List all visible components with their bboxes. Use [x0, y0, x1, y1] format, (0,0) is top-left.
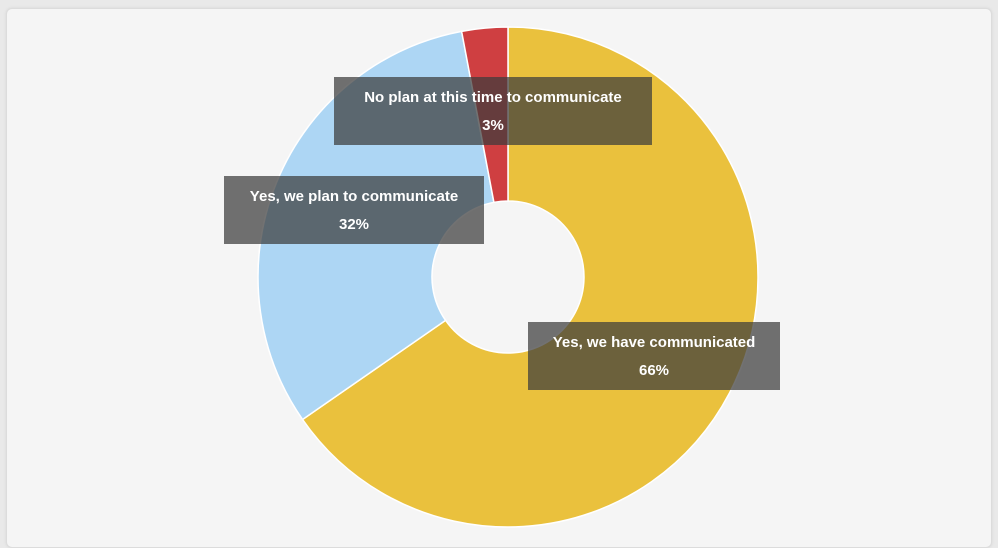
data-label-yes-we-have-communicated: Yes, we have communicated 66% — [528, 322, 780, 390]
data-label-value: 66% — [639, 362, 669, 379]
data-label-box — [528, 322, 780, 390]
data-label-category: Yes, we have communicated — [553, 334, 756, 351]
data-label-box — [334, 77, 652, 145]
data-label-category: Yes, we plan to communicate — [250, 188, 458, 205]
data-label-category: No plan at this time to communicate — [364, 89, 622, 106]
data-label-yes-we-plan-to-communicate: Yes, we plan to communicate 32% — [224, 176, 484, 244]
data-label-no-plan-at-this-time-to-communicate: No plan at this time to communicate 3% — [334, 77, 652, 145]
slice-yes-we-have-communicated[interactable] — [301, 26, 759, 528]
labels-group: Yes, we have communicated 66% Yes, we plan… — [224, 77, 780, 390]
data-label-value: 32% — [339, 216, 369, 233]
data-label-box — [224, 176, 484, 244]
data-label-value: 3% — [482, 117, 504, 134]
